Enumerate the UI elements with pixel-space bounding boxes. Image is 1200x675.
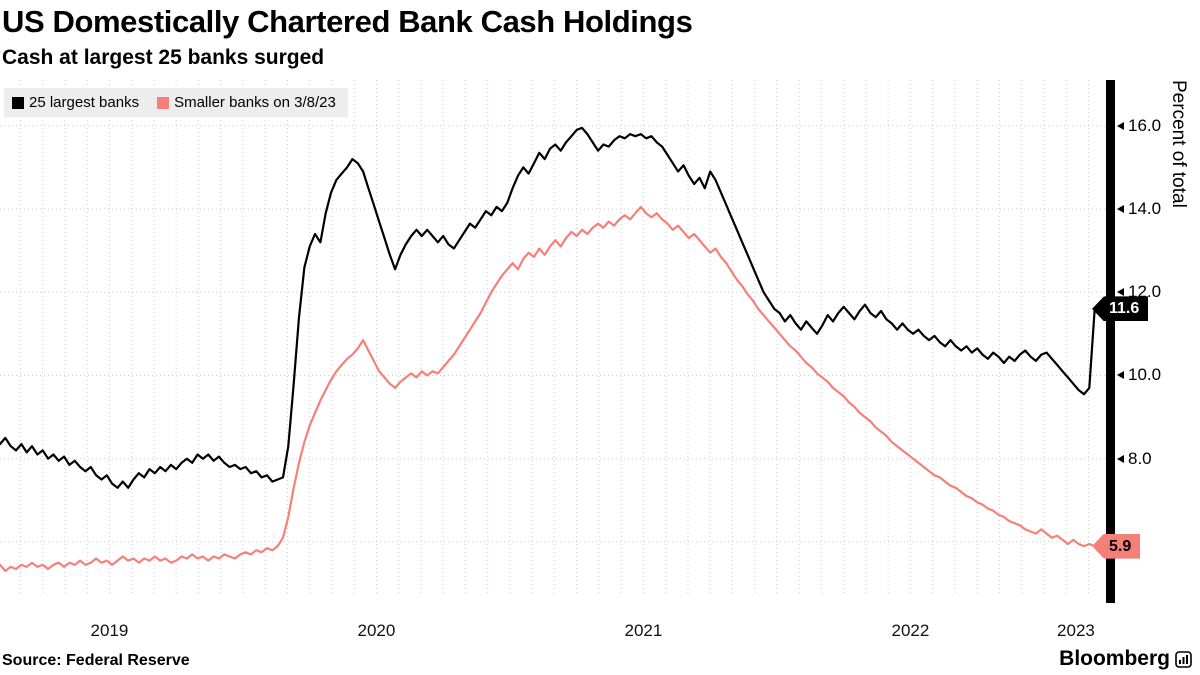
y-tick-arrow-icon: [1117, 121, 1124, 130]
legend-swatch-black-icon: [12, 96, 24, 109]
y-tick-arrow-icon: [1117, 454, 1124, 463]
legend-label: 25 largest banks: [29, 94, 140, 111]
y-tick-arrow-icon: [1117, 288, 1124, 297]
y-tick-label: 10.0: [1128, 365, 1162, 385]
legend: 25 largest banks Smaller banks on 3/8/23: [4, 88, 348, 117]
x-tick-label: 2019: [90, 621, 129, 640]
legend-item-smaller-banks: Smaller banks on 3/8/23: [157, 94, 336, 111]
legend-swatch-red-icon: [157, 96, 170, 109]
y-axis-line: [1106, 80, 1115, 603]
bloomberg-logo: Bloomberg: [1059, 647, 1192, 671]
bloomberg-wordmark: Bloomberg: [1059, 647, 1170, 670]
x-tick-label: 2022: [891, 621, 930, 640]
y-tick-label: 16.0: [1128, 115, 1162, 135]
x-tick-label: 2023: [1057, 621, 1095, 640]
last-value-badge-1: 5.9: [1092, 533, 1141, 559]
y-tick-label: 14.0: [1128, 199, 1162, 218]
chart-area: 25 largest banks Smaller banks on 3/8/23…: [0, 80, 1200, 650]
x-tick-label: 2020: [357, 621, 396, 640]
series-line-0: [0, 126, 1096, 489]
series-line-1: [0, 205, 1096, 573]
y-axis-title: Percent of total: [1168, 80, 1189, 208]
source-note: Source: Federal Reserve: [2, 652, 190, 669]
legend-item-25-largest-banks: 25 largest banks: [12, 94, 139, 111]
plot-canvas: [0, 80, 1108, 596]
page-subtitle: Cash at largest 25 banks surged: [2, 46, 325, 69]
bloomberg-chart-icon: [1175, 650, 1192, 668]
legend-label: Smaller banks on 3/8/23: [174, 94, 336, 111]
last-value-badge-0: 11.6: [1092, 296, 1149, 322]
y-tick-arrow-icon: [1117, 205, 1124, 213]
x-tick-label: 2021: [624, 621, 663, 640]
page-title: US Domestically Chartered Bank Cash Hold…: [2, 4, 693, 39]
y-tick-arrow-icon: [1117, 371, 1124, 380]
y-tick-label: 8.0: [1128, 448, 1152, 468]
